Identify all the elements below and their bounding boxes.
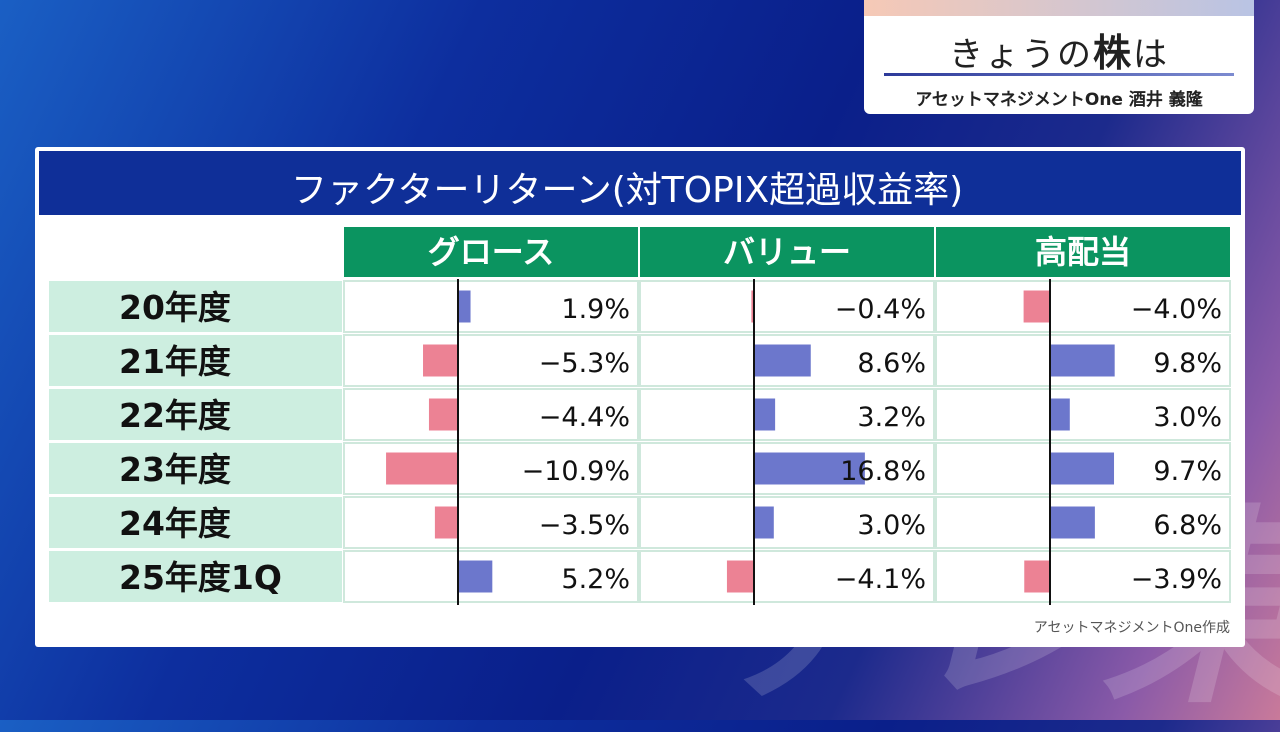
header-rule	[884, 73, 1234, 76]
bar	[1050, 506, 1095, 539]
value-label: 3.0%	[1153, 402, 1222, 433]
row-label-cell	[49, 335, 342, 386]
bar	[754, 344, 811, 377]
row-label-cell	[49, 497, 342, 548]
column-header-label: グロース	[428, 233, 554, 271]
row-label: 24年度	[119, 504, 231, 543]
bar	[754, 452, 865, 485]
guest-name: アセットマネジメントOne 酒井 義隆	[915, 90, 1203, 110]
program-title: きょうの株は	[864, 22, 1254, 77]
value-label: −5.3%	[539, 348, 630, 379]
program-header: きょうの株は アセットマネジメントOne 酒井 義隆	[864, 0, 1254, 114]
bar	[1024, 560, 1050, 593]
row-label-cell	[49, 551, 342, 602]
bar	[1050, 452, 1115, 485]
bar	[434, 506, 458, 539]
data-cell	[639, 496, 935, 549]
bar	[458, 290, 471, 323]
data-cell	[639, 388, 935, 441]
data-cell	[935, 280, 1231, 333]
bar	[1050, 398, 1070, 431]
title-suffix: は	[1133, 35, 1169, 75]
value-label: −4.1%	[835, 564, 926, 595]
column-header-3	[936, 227, 1230, 277]
bar	[428, 398, 458, 431]
column-header-label: 高配当	[1035, 233, 1131, 271]
data-cell	[935, 550, 1231, 603]
bar	[386, 452, 458, 485]
data-cell	[343, 496, 639, 549]
chart-panel: ファクターリターン(対TOPIX超過収益率) グロース バリュー 高配当 20年度 1.…	[35, 147, 1245, 647]
bar	[1050, 344, 1115, 377]
row-label-cell	[49, 443, 342, 494]
title-strong: 株	[1092, 31, 1133, 75]
value-label: 5.2%	[561, 564, 630, 595]
title-prefix: きょうの	[948, 35, 1093, 75]
value-label: 3.0%	[857, 510, 926, 541]
value-label: 9.7%	[1153, 456, 1222, 487]
data-cell	[343, 388, 639, 441]
value-label: 8.6%	[857, 348, 926, 379]
value-label: 6.8%	[1153, 510, 1222, 541]
data-cell	[343, 280, 639, 333]
value-label: −4.4%	[539, 402, 630, 433]
source-credit: アセットマネジメントOne作成	[1033, 620, 1230, 636]
row-label-cell	[49, 281, 342, 332]
value-label: 9.8%	[1153, 348, 1222, 379]
row-label: 25年度1Q	[119, 558, 282, 597]
chart-title-bar: ファクターリターン(対TOPIX超過収益率)	[39, 151, 1241, 215]
value-label: 3.2%	[857, 402, 926, 433]
data-cell	[935, 388, 1231, 441]
bar	[726, 560, 754, 593]
value-label: −4.0%	[1131, 294, 1222, 325]
row-label: 23年度	[119, 450, 231, 489]
data-cell	[639, 550, 935, 603]
bar	[1023, 290, 1050, 323]
row-label-cell	[49, 389, 342, 440]
bar	[458, 560, 493, 593]
bar	[754, 398, 776, 431]
header-accent-bar	[864, 0, 1254, 16]
value-label: 1.9%	[561, 294, 630, 325]
value-label: −0.4%	[835, 294, 926, 325]
column-header-label: バリュー	[723, 233, 851, 271]
bar	[423, 344, 458, 377]
value-label: 16.8%	[840, 456, 926, 487]
column-header-1	[344, 227, 638, 277]
factor-return-table: グロース バリュー 高配当 20年度 1.9% −0.4% −4.0% 21年度 −5.3% 8.…	[49, 227, 1231, 605]
row-label: 21年度	[119, 342, 231, 381]
value-label: −3.5%	[539, 510, 630, 541]
value-label: −10.9%	[522, 456, 630, 487]
value-label: −3.9%	[1131, 564, 1222, 595]
row-label: 22年度	[119, 396, 231, 435]
column-header-2	[640, 227, 934, 277]
row-label: 20年度	[119, 288, 231, 327]
bar	[751, 290, 754, 323]
bar	[754, 506, 774, 539]
data-cell	[343, 334, 639, 387]
data-cell	[639, 280, 935, 333]
chart-title: ファクターリターン(対TOPIX超過収益率)	[291, 170, 964, 211]
